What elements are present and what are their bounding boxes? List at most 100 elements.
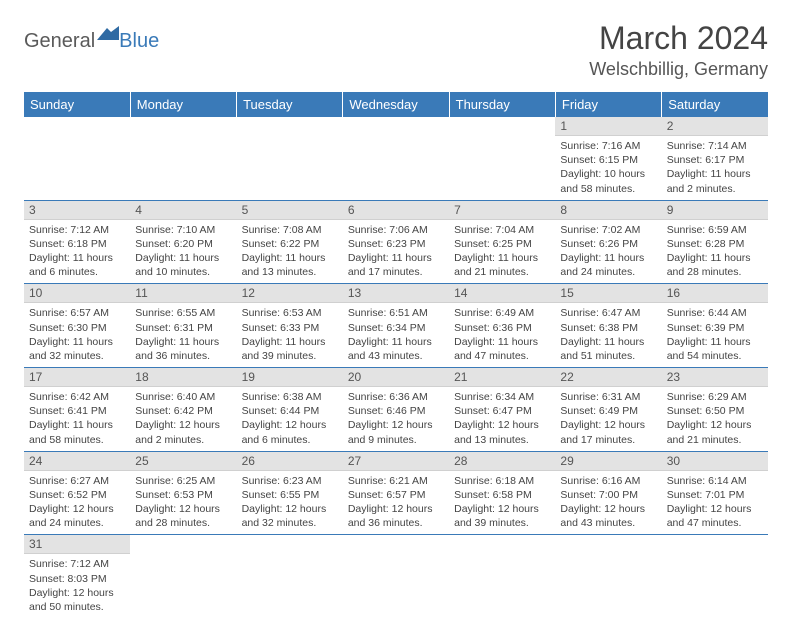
logo-flag-icon bbox=[97, 26, 119, 47]
day-number: 7 bbox=[449, 201, 555, 220]
day-number: 1 bbox=[555, 117, 661, 136]
day-body: Sunrise: 6:25 AMSunset: 6:53 PMDaylight:… bbox=[130, 471, 236, 535]
daylight-text: Daylight: 11 hours and 43 minutes. bbox=[348, 335, 444, 363]
sunset-text: Sunset: 6:39 PM bbox=[667, 321, 763, 335]
calendar-cell bbox=[237, 117, 343, 200]
daylight-text: Daylight: 12 hours and 13 minutes. bbox=[454, 418, 550, 446]
day-number: 27 bbox=[343, 452, 449, 471]
calendar-cell: 16Sunrise: 6:44 AMSunset: 6:39 PMDayligh… bbox=[662, 284, 768, 368]
calendar-cell: 20Sunrise: 6:36 AMSunset: 6:46 PMDayligh… bbox=[343, 368, 449, 452]
sunrise-text: Sunrise: 6:29 AM bbox=[667, 390, 763, 404]
calendar-cell: 28Sunrise: 6:18 AMSunset: 6:58 PMDayligh… bbox=[449, 451, 555, 535]
sunset-text: Sunset: 6:25 PM bbox=[454, 237, 550, 251]
sunset-text: Sunset: 6:33 PM bbox=[242, 321, 338, 335]
day-number: 13 bbox=[343, 284, 449, 303]
day-body: Sunrise: 7:10 AMSunset: 6:20 PMDaylight:… bbox=[130, 220, 236, 284]
day-number: 20 bbox=[343, 368, 449, 387]
day-number: 9 bbox=[662, 201, 768, 220]
sunrise-text: Sunrise: 6:55 AM bbox=[135, 306, 231, 320]
day-body: Sunrise: 6:42 AMSunset: 6:41 PMDaylight:… bbox=[24, 387, 130, 451]
location-label: Welschbillig, Germany bbox=[589, 59, 768, 80]
calendar-cell: 18Sunrise: 6:40 AMSunset: 6:42 PMDayligh… bbox=[130, 368, 236, 452]
sunrise-text: Sunrise: 6:59 AM bbox=[667, 223, 763, 237]
day-body: Sunrise: 7:08 AMSunset: 6:22 PMDaylight:… bbox=[237, 220, 343, 284]
day-body: Sunrise: 6:18 AMSunset: 6:58 PMDaylight:… bbox=[449, 471, 555, 535]
calendar-cell: 26Sunrise: 6:23 AMSunset: 6:55 PMDayligh… bbox=[237, 451, 343, 535]
daylight-text: Daylight: 11 hours and 51 minutes. bbox=[560, 335, 656, 363]
calendar-cell: 11Sunrise: 6:55 AMSunset: 6:31 PMDayligh… bbox=[130, 284, 236, 368]
day-number: 8 bbox=[555, 201, 661, 220]
sunset-text: Sunset: 6:53 PM bbox=[135, 488, 231, 502]
calendar-row: 10Sunrise: 6:57 AMSunset: 6:30 PMDayligh… bbox=[24, 284, 768, 368]
sunrise-text: Sunrise: 6:14 AM bbox=[667, 474, 763, 488]
day-body: Sunrise: 7:04 AMSunset: 6:25 PMDaylight:… bbox=[449, 220, 555, 284]
sunrise-text: Sunrise: 6:31 AM bbox=[560, 390, 656, 404]
daylight-text: Daylight: 12 hours and 50 minutes. bbox=[29, 586, 125, 614]
calendar-row: 3Sunrise: 7:12 AMSunset: 6:18 PMDaylight… bbox=[24, 200, 768, 284]
sunrise-text: Sunrise: 7:10 AM bbox=[135, 223, 231, 237]
daylight-text: Daylight: 11 hours and 13 minutes. bbox=[242, 251, 338, 279]
daylight-text: Daylight: 11 hours and 54 minutes. bbox=[667, 335, 763, 363]
sunrise-text: Sunrise: 6:21 AM bbox=[348, 474, 444, 488]
day-number: 4 bbox=[130, 201, 236, 220]
calendar-cell: 7Sunrise: 7:04 AMSunset: 6:25 PMDaylight… bbox=[449, 200, 555, 284]
calendar-cell: 19Sunrise: 6:38 AMSunset: 6:44 PMDayligh… bbox=[237, 368, 343, 452]
day-body: Sunrise: 7:12 AMSunset: 8:03 PMDaylight:… bbox=[24, 554, 130, 618]
day-number: 24 bbox=[24, 452, 130, 471]
calendar-row: 1Sunrise: 7:16 AMSunset: 6:15 PMDaylight… bbox=[24, 117, 768, 200]
weekday-header: Thursday bbox=[449, 92, 555, 117]
day-number: 15 bbox=[555, 284, 661, 303]
sunrise-text: Sunrise: 6:51 AM bbox=[348, 306, 444, 320]
calendar-cell bbox=[555, 535, 661, 618]
day-number: 11 bbox=[130, 284, 236, 303]
daylight-text: Daylight: 12 hours and 39 minutes. bbox=[454, 502, 550, 530]
daylight-text: Daylight: 11 hours and 24 minutes. bbox=[560, 251, 656, 279]
day-number: 30 bbox=[662, 452, 768, 471]
daylight-text: Daylight: 11 hours and 2 minutes. bbox=[667, 167, 763, 195]
sunrise-text: Sunrise: 6:49 AM bbox=[454, 306, 550, 320]
logo: General Blue bbox=[24, 26, 159, 57]
calendar-cell bbox=[130, 535, 236, 618]
daylight-text: Daylight: 12 hours and 9 minutes. bbox=[348, 418, 444, 446]
day-number: 18 bbox=[130, 368, 236, 387]
weekday-header: Saturday bbox=[662, 92, 768, 117]
calendar-cell: 3Sunrise: 7:12 AMSunset: 6:18 PMDaylight… bbox=[24, 200, 130, 284]
day-body: Sunrise: 6:55 AMSunset: 6:31 PMDaylight:… bbox=[130, 303, 236, 367]
weekday-header: Wednesday bbox=[343, 92, 449, 117]
sunset-text: Sunset: 6:36 PM bbox=[454, 321, 550, 335]
sunrise-text: Sunrise: 7:04 AM bbox=[454, 223, 550, 237]
sunset-text: Sunset: 6:30 PM bbox=[29, 321, 125, 335]
sunset-text: Sunset: 6:49 PM bbox=[560, 404, 656, 418]
day-body: Sunrise: 7:16 AMSunset: 6:15 PMDaylight:… bbox=[555, 136, 661, 200]
sunset-text: Sunset: 6:38 PM bbox=[560, 321, 656, 335]
sunrise-text: Sunrise: 6:57 AM bbox=[29, 306, 125, 320]
sunrise-text: Sunrise: 6:40 AM bbox=[135, 390, 231, 404]
sunset-text: Sunset: 6:46 PM bbox=[348, 404, 444, 418]
sunset-text: Sunset: 6:28 PM bbox=[667, 237, 763, 251]
calendar-cell: 30Sunrise: 6:14 AMSunset: 7:01 PMDayligh… bbox=[662, 451, 768, 535]
sunset-text: Sunset: 6:47 PM bbox=[454, 404, 550, 418]
day-body: Sunrise: 6:21 AMSunset: 6:57 PMDaylight:… bbox=[343, 471, 449, 535]
calendar-cell: 23Sunrise: 6:29 AMSunset: 6:50 PMDayligh… bbox=[662, 368, 768, 452]
day-body: Sunrise: 6:47 AMSunset: 6:38 PMDaylight:… bbox=[555, 303, 661, 367]
calendar-cell: 5Sunrise: 7:08 AMSunset: 6:22 PMDaylight… bbox=[237, 200, 343, 284]
day-number: 5 bbox=[237, 201, 343, 220]
day-number: 19 bbox=[237, 368, 343, 387]
day-body: Sunrise: 6:53 AMSunset: 6:33 PMDaylight:… bbox=[237, 303, 343, 367]
sunrise-text: Sunrise: 6:38 AM bbox=[242, 390, 338, 404]
logo-text-blue: Blue bbox=[119, 30, 159, 53]
daylight-text: Daylight: 12 hours and 17 minutes. bbox=[560, 418, 656, 446]
day-number: 17 bbox=[24, 368, 130, 387]
day-number: 25 bbox=[130, 452, 236, 471]
calendar-cell: 1Sunrise: 7:16 AMSunset: 6:15 PMDaylight… bbox=[555, 117, 661, 200]
day-body: Sunrise: 6:38 AMSunset: 6:44 PMDaylight:… bbox=[237, 387, 343, 451]
calendar-cell bbox=[449, 117, 555, 200]
weekday-header: Tuesday bbox=[237, 92, 343, 117]
sunset-text: Sunset: 6:58 PM bbox=[454, 488, 550, 502]
sunrise-text: Sunrise: 6:25 AM bbox=[135, 474, 231, 488]
day-body: Sunrise: 6:40 AMSunset: 6:42 PMDaylight:… bbox=[130, 387, 236, 451]
sunrise-text: Sunrise: 7:12 AM bbox=[29, 557, 125, 571]
calendar-cell: 6Sunrise: 7:06 AMSunset: 6:23 PMDaylight… bbox=[343, 200, 449, 284]
calendar-row: 24Sunrise: 6:27 AMSunset: 6:52 PMDayligh… bbox=[24, 451, 768, 535]
day-number: 16 bbox=[662, 284, 768, 303]
